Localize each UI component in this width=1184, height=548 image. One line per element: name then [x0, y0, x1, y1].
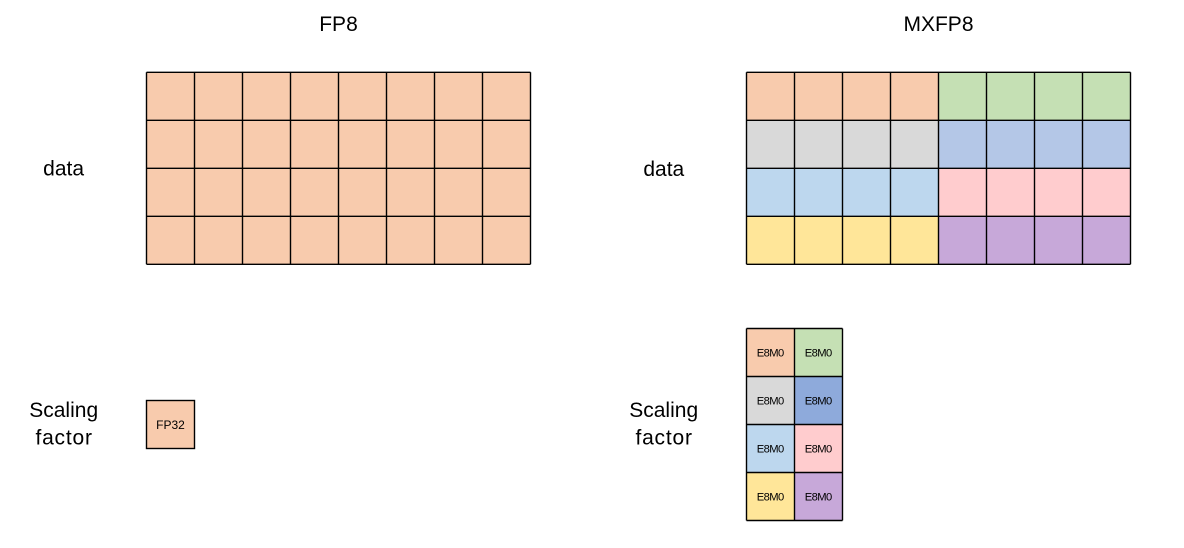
svg-text:E8M0: E8M0: [805, 444, 833, 456]
svg-text:Scaling: Scaling: [29, 399, 98, 422]
svg-text:E8M0: E8M0: [805, 348, 833, 360]
svg-text:E8M0: E8M0: [757, 444, 785, 456]
svg-text:E8M0: E8M0: [805, 396, 833, 408]
svg-text:E8M0: E8M0: [757, 396, 785, 408]
svg-text:factor: factor: [635, 426, 692, 449]
svg-text:data: data: [643, 158, 684, 181]
svg-text:E8M0: E8M0: [757, 492, 785, 504]
svg-text:factor: factor: [35, 426, 91, 449]
svg-text:FP32: FP32: [156, 418, 185, 432]
svg-text:MXFP8: MXFP8: [903, 13, 973, 36]
svg-text:FP8: FP8: [319, 13, 358, 36]
svg-text:E8M0: E8M0: [757, 348, 785, 360]
svg-text:Scaling: Scaling: [629, 399, 698, 422]
svg-text:data: data: [43, 158, 84, 181]
svg-text:E8M0: E8M0: [805, 492, 833, 504]
